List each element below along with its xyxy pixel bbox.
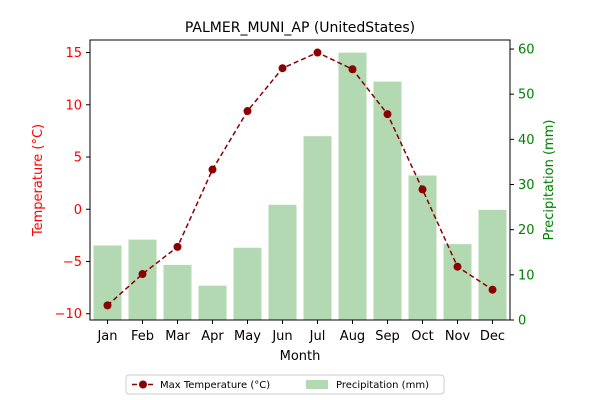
x-tick-label: Mar [165, 329, 190, 344]
x-tick-label: Feb [131, 329, 154, 344]
x-tick-label: Nov [445, 329, 471, 344]
precipitation-bar [408, 175, 437, 320]
right-y-tick-label: 60 [518, 43, 535, 58]
temperature-line [103, 48, 497, 310]
x-axis-ticks: Jan Feb Mar Apr May Jun Jul Aug Sep Oct Nov Dec [96, 320, 505, 344]
legend: Max Temperature (°C) Precipitation (mm) [125, 374, 445, 395]
right-y-axis-ticks: 0 10 20 30 40 50 60 [510, 43, 535, 329]
x-tick-label: Aug [340, 329, 365, 344]
x-tick-label: Oct [411, 329, 433, 344]
left-y-tick-label: −10 [55, 307, 82, 322]
temperature-point [313, 48, 322, 57]
legend-bar-swatch [306, 380, 328, 389]
right-y-tick-label: 10 [518, 268, 535, 283]
right-y-tick-label: 50 [518, 88, 535, 103]
left-y-tick-label: 5 [74, 151, 82, 166]
right-y-axis-label: Precipitation (mm) [542, 120, 557, 241]
precipitation-bar [198, 285, 227, 320]
temperature-point [348, 65, 357, 74]
left-y-tick-label: 10 [65, 98, 82, 113]
legend-line-marker [139, 380, 147, 389]
legend-box [125, 374, 445, 395]
x-tick-label: Apr [201, 329, 224, 344]
left-y-tick-label: 15 [65, 46, 82, 61]
left-y-tick-label: −5 [63, 255, 82, 270]
right-y-tick-label: 20 [518, 223, 535, 238]
left-y-axis-ticks: −10 −5 0 5 10 15 [55, 46, 90, 322]
temperature-point [278, 64, 287, 73]
precipitation-bar [478, 209, 507, 320]
precipitation-bars [93, 52, 507, 320]
precipitation-bar [128, 239, 157, 320]
precipitation-bar [163, 264, 192, 320]
x-tick-label: Jul [309, 329, 326, 344]
right-y-tick-label: 40 [518, 133, 535, 148]
left-y-axis-label: Temperature (°C) [31, 124, 46, 237]
precipitation-bar [443, 244, 472, 320]
x-tick-label: Dec [480, 329, 505, 344]
temperature-point [243, 107, 252, 116]
x-axis-label: Month [280, 349, 321, 364]
temperature-point [418, 185, 427, 194]
temperature-point [173, 242, 182, 251]
right-y-tick-label: 0 [518, 314, 526, 329]
precipitation-bar [268, 204, 297, 320]
x-tick-label: May [234, 329, 261, 344]
left-y-tick-label: 0 [74, 203, 82, 218]
precipitation-bar [338, 52, 367, 320]
chart-title: PALMER_MUNI_AP (UnitedStates) [185, 20, 415, 36]
precipitation-bar [233, 247, 262, 320]
x-tick-label: Jan [96, 329, 117, 344]
temperature-series-line [106, 51, 493, 306]
precipitation-bar [373, 81, 402, 320]
temperature-point [103, 301, 112, 310]
temperature-point [488, 285, 497, 294]
legend-precipitation-label: Precipitation (mm) [336, 380, 429, 391]
temperature-point [138, 270, 147, 279]
temperature-point [208, 165, 217, 174]
x-tick-label: Jun [271, 329, 292, 344]
right-y-tick-label: 30 [518, 178, 535, 193]
x-tick-label: Sep [375, 329, 400, 344]
plot-frame [89, 39, 511, 321]
legend-temperature-label: Max Temperature (°C) [160, 380, 270, 391]
precipitation-bar [303, 136, 332, 320]
temperature-point [383, 110, 392, 119]
temperature-point [453, 262, 462, 271]
